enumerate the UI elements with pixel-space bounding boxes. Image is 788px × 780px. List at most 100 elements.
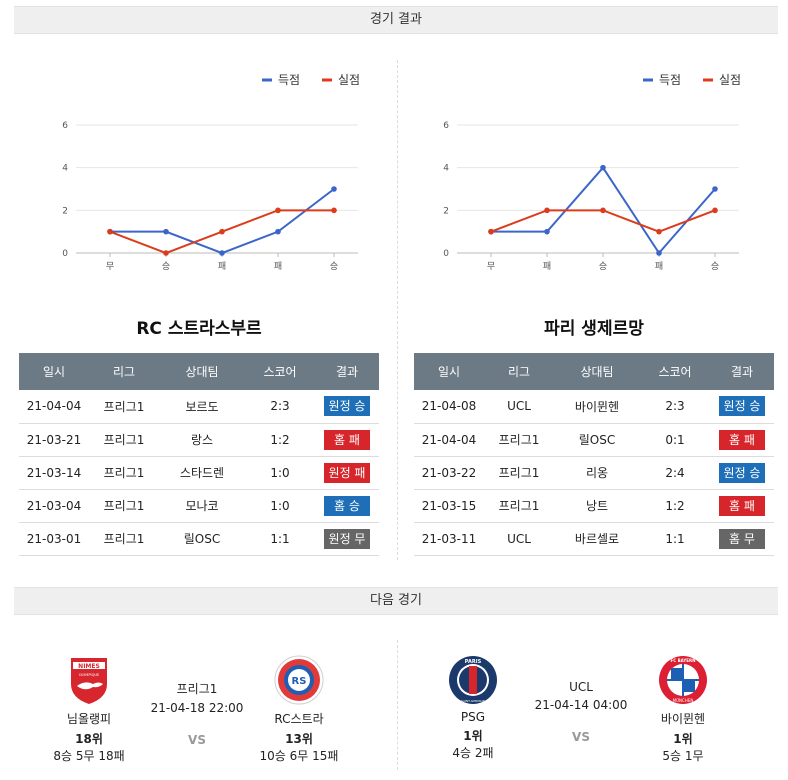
home-team-name: PSG xyxy=(460,710,486,724)
result-cell: 원정 무 xyxy=(315,522,379,556)
league-cell: 프리그1 xyxy=(89,489,159,523)
score-cell: 1:1 xyxy=(640,522,710,556)
x-tick-label: 패 xyxy=(655,261,663,272)
team-1-results-body: 21-04-04 프리그1 보르도 2:3 원정 승 21-03-21 프리그1 랑스 1:2 홈… xyxy=(19,390,379,556)
result-cell: 홈 패 xyxy=(710,489,774,523)
scored-point xyxy=(219,250,225,256)
scored-point xyxy=(544,228,550,235)
away-team-name: 바이뮌헨 xyxy=(660,712,706,726)
result-cell: 원정 승 xyxy=(710,456,774,490)
result-badge: 홈 패 xyxy=(324,429,370,450)
next-match-card[interactable]: PARIS SAINT-GERMAIN PSG 1위 4승 2패 UCL 21-… xyxy=(398,648,778,778)
result-cell: 홈 무 xyxy=(710,522,774,556)
opponent-cell: 랑스 xyxy=(159,423,245,457)
table-row: 21-03-01 프리그1 릴OSC 1:1 원정 무 xyxy=(19,522,379,556)
y-tick-label: 6 xyxy=(443,121,449,131)
result-badge: 홈 패 xyxy=(719,429,765,450)
result-cell: 원정 승 xyxy=(710,390,774,424)
match-league: 프리그1 xyxy=(176,682,218,696)
conceded-point xyxy=(488,228,494,235)
opponent-cell: 낭트 xyxy=(554,489,640,523)
conceded-point xyxy=(656,228,662,235)
table-row: 21-03-14 프리그1 스타드렌 1:0 원정 패 xyxy=(19,456,379,490)
table-row: 21-03-22 프리그1 리옹 2:4 원정 승 xyxy=(414,456,774,490)
next-match-card[interactable]: NIMES OLYMPIQUE 님올랭피 18위 8승 5무 18패 프리그1 … xyxy=(14,648,394,778)
bayern-crest-icon: FC BAYERN MÜNCHEN xyxy=(657,654,709,706)
result-badge: 홈 패 xyxy=(719,495,765,516)
y-tick-label: 4 xyxy=(62,164,68,174)
league-cell: UCL xyxy=(484,390,554,424)
x-tick-label: 패 xyxy=(218,261,226,272)
legend-conceded-label: 실점 xyxy=(338,73,360,87)
league-cell: 프리그1 xyxy=(89,456,159,490)
table-row: 21-04-04 프리그1 보르도 2:3 원정 승 xyxy=(19,390,379,424)
opponent-cell: 릴OSC xyxy=(159,522,245,556)
away-team-rank: 1위 xyxy=(673,732,693,746)
date-cell: 21-03-22 xyxy=(414,456,484,490)
scored-point xyxy=(275,228,281,235)
home-team-rank: 18위 xyxy=(75,732,103,746)
col-result-header: 결과 xyxy=(315,353,379,390)
result-badge: 원정 무 xyxy=(324,528,370,549)
svg-text:RS: RS xyxy=(292,676,307,687)
result-badge: 원정 승 xyxy=(324,396,370,417)
scored-point xyxy=(331,186,337,192)
score-cell: 2:4 xyxy=(640,456,710,490)
away-team-rank: 13위 xyxy=(285,732,313,746)
x-tick-label: 패 xyxy=(543,261,551,272)
away-team[interactable]: RS RC스트라 13위 10승 6무 15패 xyxy=(254,648,344,764)
conceded-point xyxy=(544,207,550,214)
result-badge: 홈 무 xyxy=(719,528,765,549)
result-badge: 원정 승 xyxy=(719,396,765,417)
away-team[interactable]: FC BAYERN MÜNCHEN 바이뮌헨 1위 5승 1무 xyxy=(638,648,728,764)
x-tick-label: 승 xyxy=(162,261,170,272)
score-cell: 0:1 xyxy=(640,423,710,457)
score-cell: 1:0 xyxy=(245,456,315,490)
result-cell: 원정 승 xyxy=(315,390,379,424)
svg-text:NIMES: NIMES xyxy=(78,663,100,670)
opponent-cell: 바이뮌헨 xyxy=(554,390,640,424)
col-date-header: 일시 xyxy=(414,353,484,390)
col-result-header: 결과 xyxy=(710,353,774,390)
result-cell: 홈 패 xyxy=(710,423,774,457)
y-tick-label: 2 xyxy=(443,206,449,216)
vs-label: VS xyxy=(188,733,206,747)
date-cell: 21-04-08 xyxy=(414,390,484,424)
y-tick-label: 0 xyxy=(62,249,68,259)
match-datetime: 21-04-14 04:00 xyxy=(534,698,628,712)
x-tick-label: 무 xyxy=(487,261,495,272)
svg-text:PARIS: PARIS xyxy=(465,659,482,665)
col-opponent-header: 상대팀 xyxy=(159,353,245,390)
home-team-name: 님올랭피 xyxy=(66,712,112,726)
next-match-section-title: 다음 경기 xyxy=(370,593,422,608)
away-team-record: 10승 6무 15패 xyxy=(259,749,339,763)
date-cell: 21-03-01 xyxy=(19,522,89,556)
match-datetime: 21-04-18 22:00 xyxy=(150,701,244,715)
score-cell: 1:2 xyxy=(245,423,315,457)
table-row: 21-04-04 프리그1 릴OSC 0:1 홈 패 xyxy=(414,423,774,457)
opponent-cell: 스타드렌 xyxy=(159,456,245,490)
conceded-point xyxy=(219,228,225,235)
score-cell: 2:3 xyxy=(245,390,315,424)
y-tick-label: 4 xyxy=(443,164,449,174)
results-section-header: 경기 결과 xyxy=(14,6,778,34)
home-team[interactable]: NIMES OLYMPIQUE 님올랭피 18위 8승 5무 18패 xyxy=(44,648,134,764)
svg-text:MÜNCHEN: MÜNCHEN xyxy=(673,698,694,703)
result-cell: 원정 패 xyxy=(315,456,379,490)
league-cell: 프리그1 xyxy=(89,390,159,424)
team-2-results-body: 21-04-08 UCL 바이뮌헨 2:3 원정 승 21-04-04 프리그1 릴OSC 0:… xyxy=(414,390,774,556)
conceded-point xyxy=(107,228,113,235)
away-team-record: 5승 1무 xyxy=(662,749,704,763)
league-cell: 프리그1 xyxy=(89,423,159,457)
league-cell: 프리그1 xyxy=(89,522,159,556)
table-row: 21-03-04 프리그1 모나코 1:0 홈 승 xyxy=(19,489,379,523)
conceded-point xyxy=(275,207,281,214)
opponent-cell: 리옹 xyxy=(554,456,640,490)
scored-point xyxy=(712,186,718,192)
home-team[interactable]: PARIS SAINT-GERMAIN PSG 1위 4승 2패 xyxy=(428,648,518,761)
scored-point xyxy=(600,164,606,171)
svg-text:FC BAYERN: FC BAYERN xyxy=(671,658,696,663)
team-2-chart-svg: 득점 실점 0 2 4 6 무 패 승 패 승 xyxy=(443,73,741,272)
